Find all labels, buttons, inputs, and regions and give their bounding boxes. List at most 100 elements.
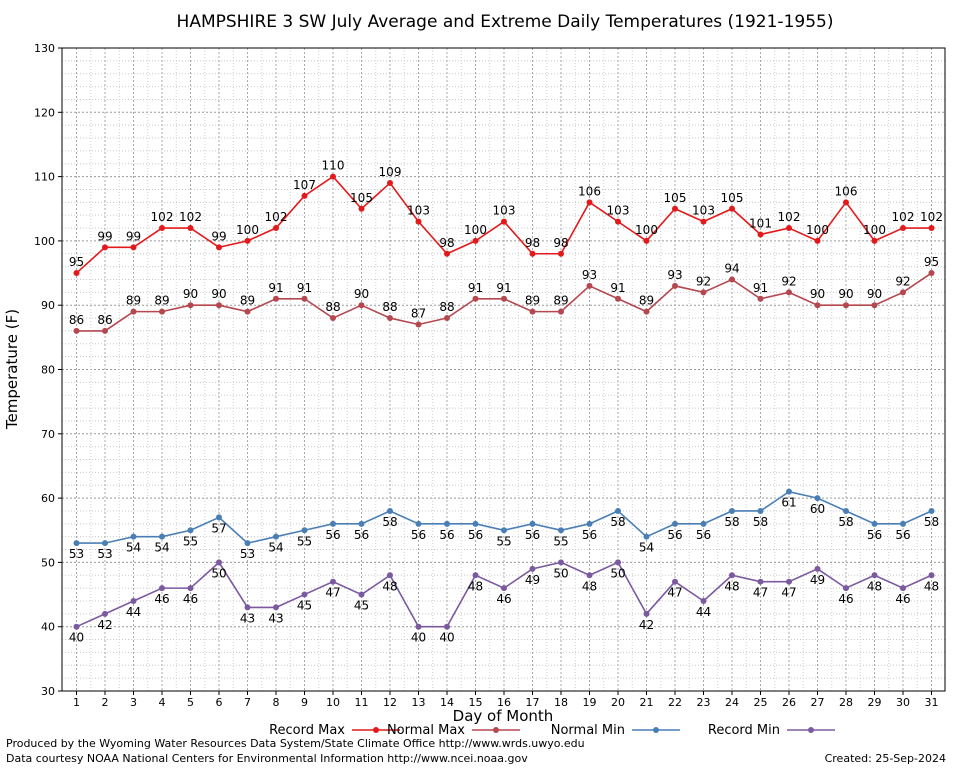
data-label: 58 <box>724 515 739 529</box>
data-point <box>529 565 536 572</box>
data-point <box>501 527 507 534</box>
x-tick-label: 12 <box>383 696 397 709</box>
data-label: 40 <box>69 631 84 645</box>
data-label: 56 <box>582 528 597 542</box>
data-label: 56 <box>354 528 369 542</box>
data-label: 86 <box>69 313 84 327</box>
data-label: 98 <box>553 236 568 250</box>
data-point <box>501 295 507 302</box>
data-label: 55 <box>496 534 511 548</box>
data-point <box>387 507 393 514</box>
data-point <box>558 559 564 566</box>
footer-credit-data-source: Data courtesy NOAA National Centers for … <box>6 752 528 765</box>
data-label: 49 <box>525 573 540 587</box>
data-label: 103 <box>493 204 516 218</box>
data-label: 47 <box>781 586 796 600</box>
legend-item-record-min: Record Min <box>708 723 835 738</box>
data-point <box>244 237 251 244</box>
x-tick-label: 21 <box>640 696 654 709</box>
data-point <box>786 488 792 495</box>
legend-marker <box>653 727 659 733</box>
data-point <box>700 520 707 527</box>
data-point <box>472 237 479 244</box>
data-point <box>700 218 707 225</box>
data-label: 90 <box>810 287 825 301</box>
data-label: 55 <box>297 534 312 548</box>
series-record-max: 95 99 99 102 102 99 100 102 107 110 105 109 103 98 100… <box>69 159 943 277</box>
data-point <box>672 282 678 289</box>
data-label: 45 <box>297 599 312 613</box>
data-point <box>187 225 194 232</box>
y-tick-label: 30 <box>41 685 55 698</box>
data-label: 40 <box>439 631 454 645</box>
x-tick-label: 17 <box>526 696 540 709</box>
data-label: 57 <box>211 521 226 535</box>
data-point <box>358 302 365 309</box>
data-label: 90 <box>211 287 226 301</box>
x-tick-label: 16 <box>497 696 511 709</box>
data-point <box>814 237 821 244</box>
data-label: 44 <box>126 605 141 619</box>
data-point <box>900 289 906 296</box>
data-point <box>843 585 849 592</box>
data-label: 100 <box>863 223 886 237</box>
data-label: 106 <box>578 184 601 198</box>
data-label: 105 <box>721 191 744 205</box>
data-point <box>216 514 222 521</box>
footer-created-date: Created: 25-Sep-2024 <box>824 752 946 765</box>
data-label: 48 <box>867 579 882 593</box>
data-label: 110 <box>322 159 345 173</box>
data-point <box>130 533 137 540</box>
x-tick-label: 7 <box>244 696 251 709</box>
data-label: 90 <box>838 287 853 301</box>
data-point <box>729 276 735 283</box>
data-point <box>273 533 279 540</box>
x-tick-label: 1 <box>73 696 80 709</box>
data-point <box>387 180 393 187</box>
x-axis-label: Day of Month <box>453 707 554 725</box>
data-label: 89 <box>154 294 169 308</box>
data-label: 103 <box>407 204 430 218</box>
data-label: 93 <box>582 268 597 282</box>
y-tick-label: 100 <box>34 235 55 248</box>
data-label: 102 <box>265 210 288 224</box>
x-tick-label: 10 <box>326 696 340 709</box>
data-label: 54 <box>154 541 169 555</box>
data-point <box>814 302 821 309</box>
legend-label: Normal Min <box>551 723 625 738</box>
data-label: 56 <box>895 528 910 542</box>
x-tick-label: 5 <box>187 696 194 709</box>
data-label: 56 <box>439 528 454 542</box>
x-tick-label: 8 <box>273 696 280 709</box>
data-point <box>130 308 137 315</box>
data-point <box>786 578 792 585</box>
y-axis-label: Temperature (F) <box>3 309 21 430</box>
data-label: 105 <box>664 191 687 205</box>
data-point <box>358 591 365 598</box>
series-normal-min: 53 53 54 54 55 57 53 54 55 56 56 58 56 56 56 55 56 55 56 58… <box>69 488 939 561</box>
legend-marker <box>493 727 499 733</box>
y-tick-label: 40 <box>41 621 55 634</box>
data-point <box>472 295 479 302</box>
data-label: 47 <box>325 586 340 600</box>
data-point <box>244 604 251 611</box>
x-tick-label: 2 <box>102 696 109 709</box>
x-tick-label: 6 <box>216 696 223 709</box>
data-label: 53 <box>240 547 255 561</box>
x-tick-label: 9 <box>301 696 308 709</box>
data-label: 46 <box>838 592 853 606</box>
data-label: 98 <box>439 236 454 250</box>
y-tick-label: 70 <box>41 428 55 441</box>
data-label: 99 <box>126 229 141 243</box>
data-point <box>501 218 507 225</box>
data-label: 46 <box>895 592 910 606</box>
data-point <box>130 597 137 604</box>
data-point <box>73 327 80 334</box>
data-point <box>159 533 165 540</box>
data-point <box>415 321 422 328</box>
x-tick-label: 25 <box>754 696 768 709</box>
data-point <box>130 244 137 251</box>
y-tick-label: 130 <box>34 42 55 55</box>
y-tick-label: 110 <box>34 171 55 184</box>
data-label: 56 <box>468 528 483 542</box>
